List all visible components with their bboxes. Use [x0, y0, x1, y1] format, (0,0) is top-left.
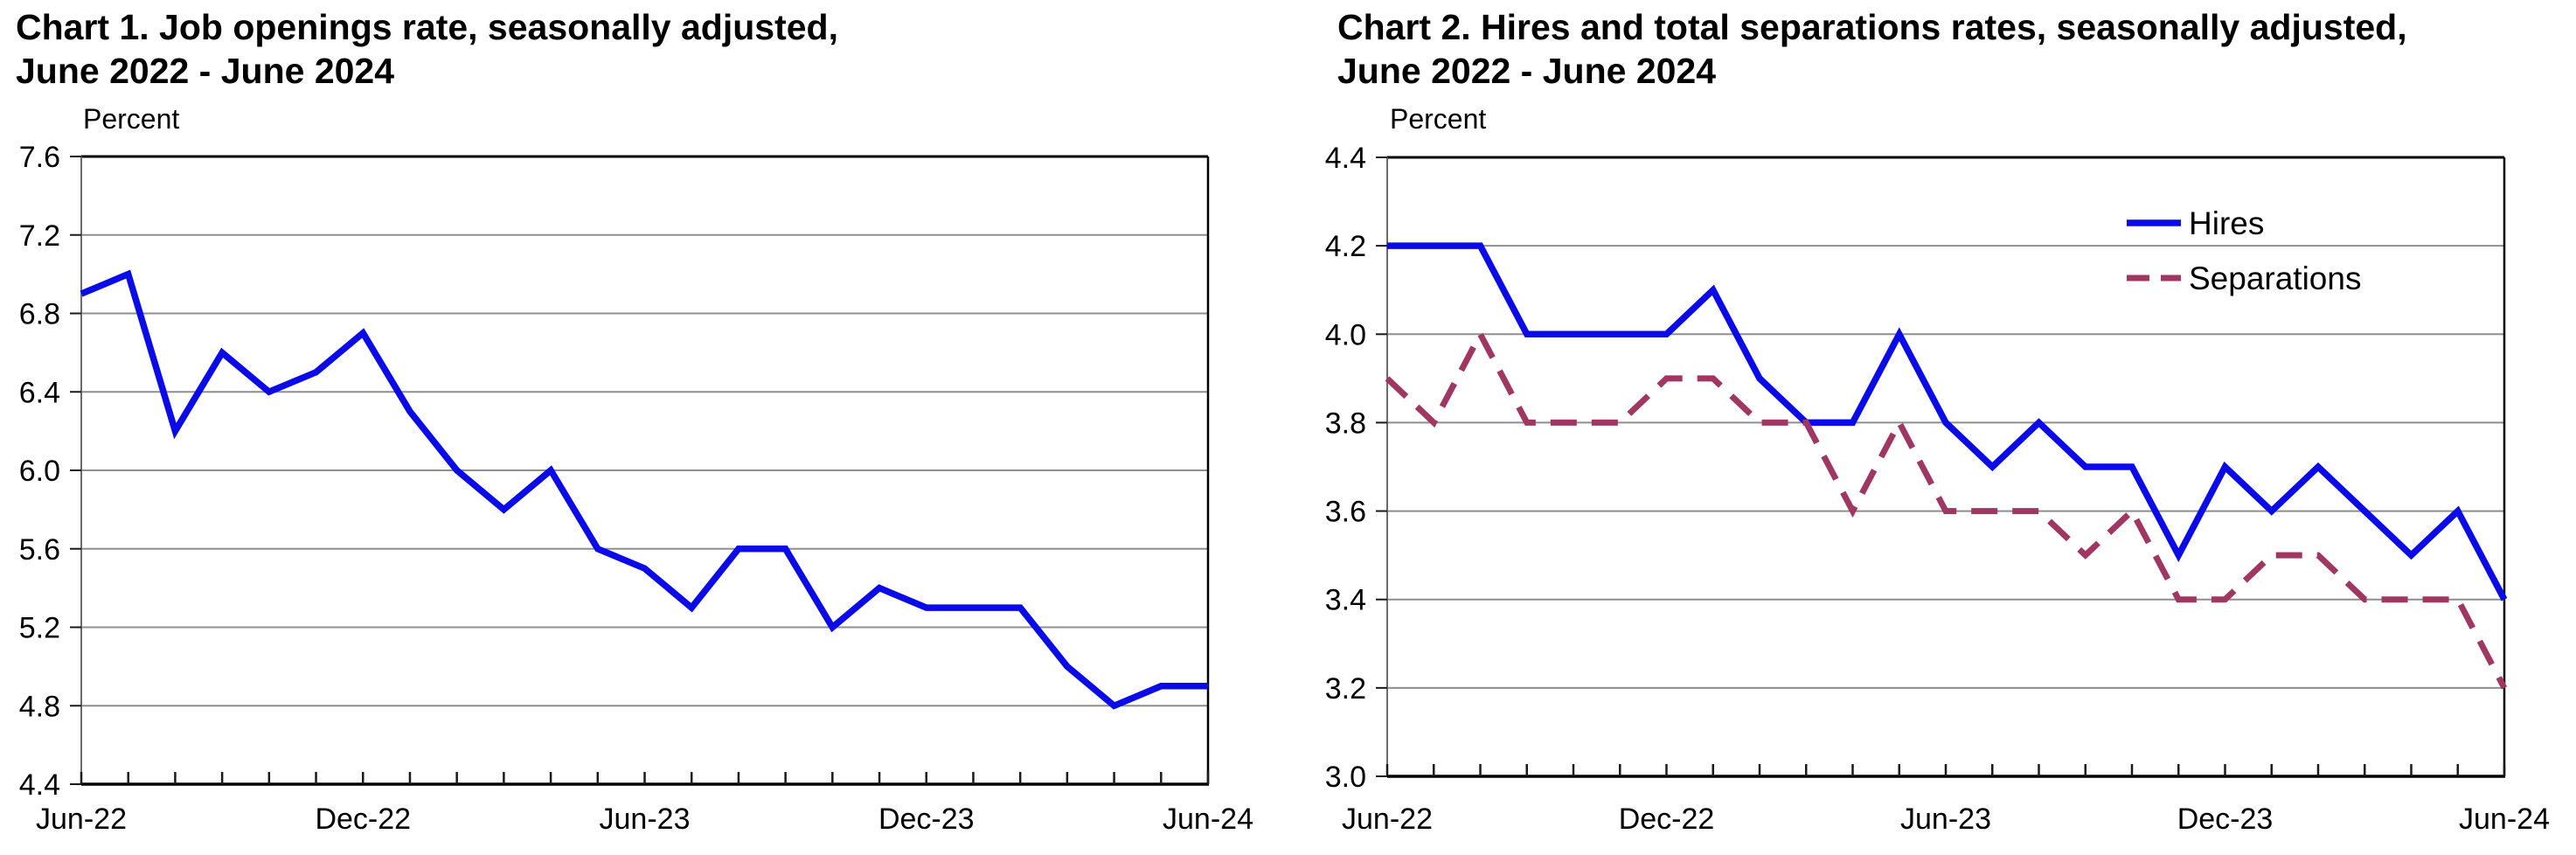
legend-label-hires: Hires: [2189, 205, 2264, 241]
x-tick-label: Jun-23: [1900, 803, 1991, 836]
y-tick-label: 6.0: [19, 455, 60, 488]
legend-label-separations: Separations: [2189, 261, 2361, 296]
chart1-y-axis-unit-label: Percent: [83, 103, 180, 135]
y-tick-label: 6.4: [19, 376, 60, 409]
x-tick-label: Jun-24: [1163, 803, 1253, 836]
y-tick-label: 6.8: [19, 298, 60, 331]
chart2-title-line1: Chart 2. Hires and total separations rat…: [1337, 7, 2407, 47]
chart1-plot: 4.4 4.8 5.2 5.6 6.0 6.4 6.8 7.2 7.6 Jun-22 Dec-22 J…: [19, 141, 1253, 836]
y-tick-label: 5.6: [19, 533, 60, 567]
y-tick-label: 4.4: [1325, 142, 1366, 175]
chart2-title: Chart 2. Hires and total separations rat…: [1337, 5, 2407, 93]
y-tick-label: 3.6: [1325, 496, 1366, 529]
chart1-title-line2: June 2022 - June 2024: [16, 51, 395, 91]
series-job-openings-rate: [80, 269, 1208, 710]
series-separations: [1385, 327, 2508, 690]
y-tick-label: 4.2: [1325, 230, 1366, 263]
y-tick-label: 4.8: [19, 690, 60, 723]
chart1-title-line1: Chart 1. Job openings rate, seasonally a…: [16, 7, 838, 47]
y-tick-label: 5.2: [19, 612, 60, 645]
x-tick-label: Jun-22: [36, 803, 127, 836]
y-tick-label: 7.6: [19, 141, 60, 174]
y-tick-label: 3.0: [1325, 761, 1366, 794]
x-tick-label: Jun-22: [1342, 803, 1433, 836]
y-tick-label: 7.2: [19, 219, 60, 253]
y-tick-label: 3.2: [1325, 672, 1366, 706]
chart1-title: Chart 1. Job openings rate, seasonally a…: [16, 5, 838, 93]
x-tick-label: Jun-24: [2459, 803, 2550, 836]
chart2-plot: 3.0 3.2 3.4 3.6 3.8 4.0 4.2 4.4 Jun-22 Dec-22 Jun-…: [1325, 142, 2550, 836]
y-tick-label: 4.0: [1325, 318, 1366, 351]
x-tick-label: Dec-23: [2177, 803, 2274, 836]
chart2-title-line2: June 2022 - June 2024: [1337, 51, 1717, 91]
x-tick-label: Dec-22: [1619, 803, 1715, 836]
y-tick-label: 4.4: [19, 768, 60, 802]
y-tick-label: 3.8: [1325, 407, 1366, 440]
x-tick-label: Dec-23: [878, 803, 975, 836]
x-tick-label: Jun-23: [600, 803, 691, 836]
chart2-y-axis-unit-label: Percent: [1390, 103, 1487, 135]
x-tick-label: Dec-22: [315, 803, 411, 836]
y-tick-label: 3.4: [1325, 584, 1366, 617]
series-hires: [1387, 242, 2508, 601]
